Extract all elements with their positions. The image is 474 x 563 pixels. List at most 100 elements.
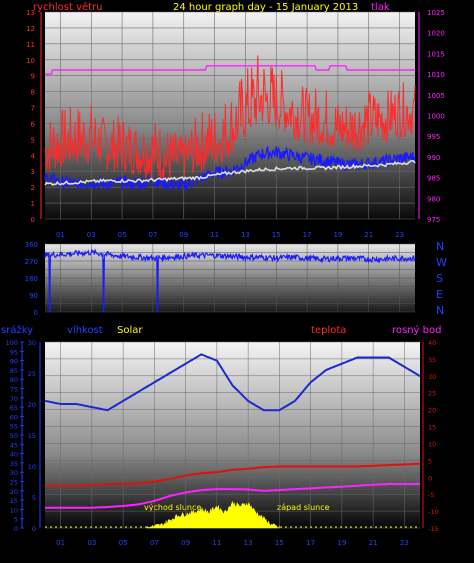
pressure-tick-label: 990: [427, 154, 440, 162]
hour-tick-label: 05: [118, 231, 127, 239]
rain-tick-label: 35: [10, 460, 18, 468]
wind-tick-label: 2: [31, 184, 35, 192]
temperature-tick-label: 25: [428, 390, 436, 398]
wind-tick-label: 12: [26, 25, 35, 33]
temperature-tick-label: 35: [428, 356, 436, 364]
pressure-tick-label: 975: [427, 216, 440, 224]
rain-tick-label: 20: [10, 488, 18, 496]
chart-marks: 0123456789101112139759809859909951000100…: [6, 9, 445, 547]
pressure-tick-label: 1025: [427, 9, 445, 17]
temperature-series: [45, 462, 421, 487]
hour-tick-label: 17: [303, 231, 312, 239]
rain-tick-label: 75: [10, 386, 18, 394]
hour-tick-label: 19: [337, 539, 346, 547]
humidity-tick-label: 20: [28, 401, 36, 409]
wind-smoothed-series: [44, 159, 416, 186]
pressure-axis-label: tlak: [371, 2, 390, 13]
hour-tick-label: 01: [56, 539, 65, 547]
rain-tick-label: 25: [10, 479, 18, 487]
temperature-tick-label: 40: [428, 339, 436, 347]
weather-panel-background: [45, 342, 420, 528]
humidity-tick-label: 15: [28, 432, 36, 440]
wind-tick-label: 4: [31, 152, 36, 160]
dewpoint-series: [45, 483, 420, 509]
humidity-tick-label: 10: [28, 463, 36, 471]
hour-tick-label: 03: [87, 231, 96, 239]
rain-tick-label: 10: [10, 506, 18, 514]
temperature-tick-label: 30: [428, 373, 436, 381]
rain-tick-label: 55: [10, 423, 18, 431]
direction-series: [44, 248, 416, 313]
temperature-tick-label: 10: [428, 440, 436, 448]
compass-n-bottom: N: [436, 304, 444, 317]
rain-tick-label: 95: [10, 348, 18, 356]
rain-tick-label: 70: [10, 395, 18, 403]
pressure-tick-label: 1000: [427, 113, 445, 121]
temperature-tick-label: 5: [428, 457, 432, 465]
hour-tick-label: 07: [148, 231, 157, 239]
hour-tick-label: 15: [272, 231, 281, 239]
compass-s: S: [436, 272, 443, 285]
rain-tick-label: 65: [10, 404, 18, 412]
temperature-tick-label: -5: [428, 491, 434, 499]
temperature-tick-label: 20: [428, 407, 436, 415]
rain-tick-label: 45: [10, 441, 18, 449]
hour-tick-label: 01: [56, 231, 65, 239]
rain-tick-label: 40: [10, 451, 18, 459]
rain-tick-label: 30: [10, 469, 18, 477]
wind-tick-label: 1: [31, 200, 35, 208]
humidity-axis-label: vlhkost: [67, 325, 103, 336]
hour-tick-label: 19: [333, 231, 342, 239]
direction-tick-label: 360: [25, 241, 38, 249]
hour-tick-label: 13: [244, 539, 253, 547]
wind-gust-series: [44, 55, 416, 183]
humidity-tick-label: 30: [28, 339, 36, 347]
dewpoint-axis-label: rosný bod: [392, 324, 441, 336]
compass-w: W: [436, 256, 447, 269]
rain-tick-label: 0: [14, 525, 18, 533]
hour-tick-label: 11: [210, 231, 219, 239]
temperature-tick-label: -15: [428, 525, 439, 533]
hour-tick-label: 21: [369, 539, 378, 547]
hour-tick-label: 15: [275, 539, 284, 547]
rain-tick-label: 90: [10, 358, 18, 366]
wind-average-series: [44, 145, 416, 191]
rain-tick-label: 85: [10, 367, 18, 375]
hour-tick-label: 17: [306, 539, 315, 547]
hour-tick-label: 23: [395, 231, 404, 239]
hour-tick-label: 23: [400, 539, 409, 547]
wind-tick-label: 3: [31, 168, 35, 176]
temperature-tick-label: 0: [428, 474, 432, 482]
direction-tick-label: 0: [34, 309, 38, 317]
wind-tick-label: 9: [31, 73, 35, 81]
pressure-tick-label: 1005: [427, 92, 445, 100]
hour-tick-label: 11: [212, 539, 221, 547]
wind-tick-label: 7: [31, 105, 35, 113]
humidity-tick-label: 0: [32, 525, 36, 533]
direction-tick-label: 180: [25, 275, 38, 283]
direction-tick-label: 90: [29, 292, 38, 300]
hour-tick-label: 05: [119, 539, 128, 547]
pressure-tick-label: 995: [427, 133, 440, 141]
rain-tick-label: 60: [10, 413, 18, 421]
hour-tick-label: 03: [87, 539, 96, 547]
pressure-tick-label: 980: [427, 195, 440, 203]
rain-tick-label: 80: [10, 376, 18, 384]
solar-label: Solar: [117, 325, 143, 336]
wind-axis-label: rychlost větru: [33, 1, 103, 13]
compass-letters: N W S E N: [436, 240, 447, 317]
pressure-series: [45, 65, 415, 75]
wind-tick-label: 6: [31, 120, 36, 128]
hour-tick-label: 09: [179, 231, 188, 239]
pressure-tick-label: 1010: [427, 71, 445, 79]
rain-tick-label: 50: [10, 432, 18, 440]
sunset-annotation: západ slunce: [277, 503, 330, 512]
direction-tick-label: 270: [25, 258, 38, 266]
rain-tick-label: 100: [6, 339, 18, 347]
humidity-tick-label: 5: [32, 494, 36, 502]
hour-tick-label: 09: [181, 539, 190, 547]
wind-tick-label: 13: [26, 9, 35, 17]
hour-tick-label: 21: [364, 231, 373, 239]
rain-axis-label: srážky: [1, 324, 33, 336]
